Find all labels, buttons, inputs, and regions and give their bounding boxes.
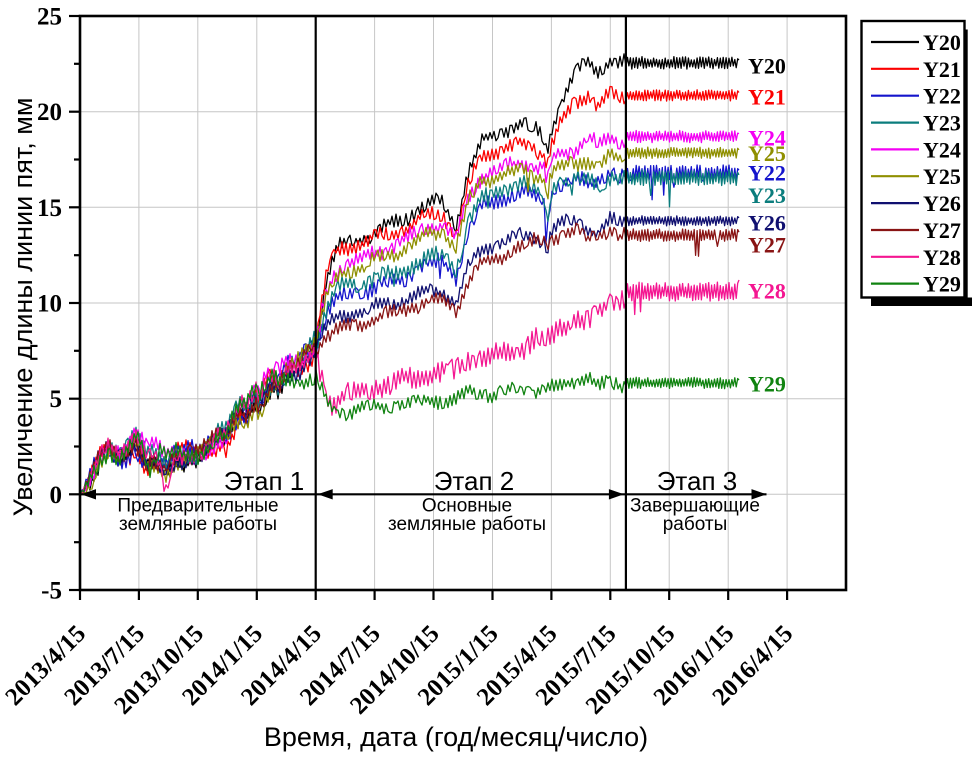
svg-text:Этап 3: Этап 3 [657, 466, 738, 496]
svg-text:Y26: Y26 [923, 191, 961, 216]
svg-text:Y29: Y29 [923, 272, 961, 297]
svg-text:Время, дата (год/месяц/число): Время, дата (год/месяц/число) [264, 722, 648, 752]
svg-text:25: 25 [37, 4, 62, 31]
svg-text:Y29: Y29 [748, 372, 786, 397]
svg-text:Y27: Y27 [748, 233, 786, 258]
svg-text:Y21: Y21 [748, 85, 786, 110]
svg-text:Y26: Y26 [748, 211, 786, 236]
svg-text:20: 20 [37, 99, 62, 126]
svg-text:Основные: Основные [422, 496, 512, 517]
svg-text:Этап 2: Этап 2 [434, 466, 515, 496]
svg-text:Y24: Y24 [923, 137, 961, 162]
svg-text:0: 0 [50, 482, 63, 509]
svg-text:Y21: Y21 [923, 57, 961, 82]
svg-text:Этап 1: Этап 1 [224, 466, 305, 496]
svg-text:Y20: Y20 [923, 30, 961, 55]
svg-text:Y28: Y28 [923, 245, 961, 270]
svg-text:Предварительные: Предварительные [117, 496, 278, 517]
svg-text:Y28: Y28 [748, 279, 786, 304]
svg-text:5: 5 [50, 386, 63, 413]
svg-text:земляные работы: земляные работы [388, 514, 546, 535]
svg-text:Y20: Y20 [748, 54, 786, 79]
svg-text:Y23: Y23 [748, 183, 786, 208]
svg-text:Завершающие: Завершающие [630, 496, 760, 517]
svg-text:Y25: Y25 [923, 164, 961, 189]
svg-text:Y23: Y23 [923, 111, 961, 136]
svg-text:15: 15 [37, 195, 62, 222]
svg-text:-5: -5 [41, 578, 62, 605]
svg-text:Y27: Y27 [923, 218, 961, 243]
svg-text:10: 10 [37, 291, 62, 318]
svg-text:земляные работы: земляные работы [119, 514, 277, 535]
svg-text:Y22: Y22 [923, 84, 961, 109]
svg-text:работы: работы [663, 514, 728, 535]
svg-text:Y25: Y25 [748, 141, 786, 166]
svg-text:Y24: Y24 [748, 126, 786, 151]
svg-text:Y22: Y22 [748, 161, 786, 186]
svg-text:Увеличение длины линии пят, мм: Увеличение длины линии пят, мм [8, 98, 38, 517]
